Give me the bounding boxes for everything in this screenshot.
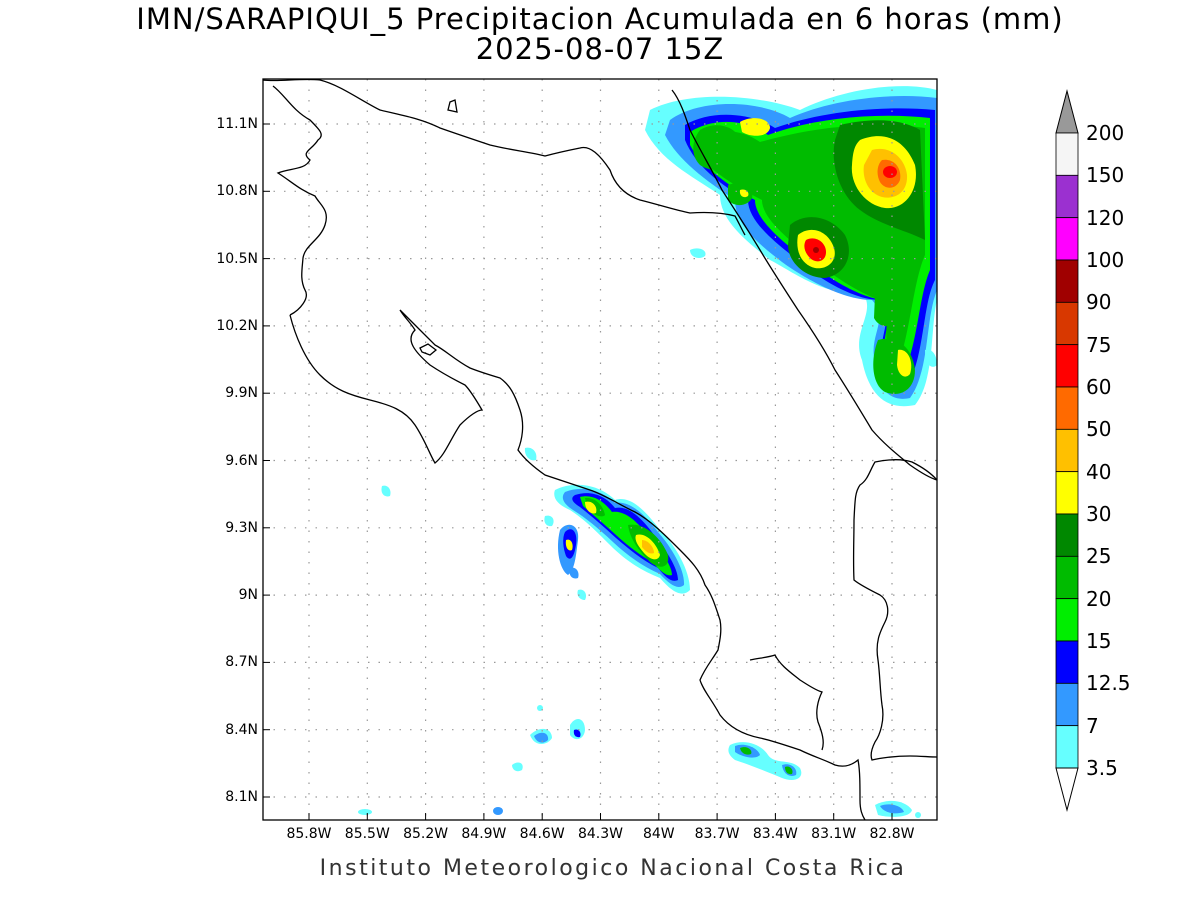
precipitation-field: [358, 86, 937, 818]
x-tick-label: 85.8W: [286, 826, 332, 842]
x-tick-label: 84W: [642, 826, 675, 842]
legend-label: 120: [1086, 205, 1125, 230]
x-tick-label: 84.9W: [461, 826, 507, 842]
footer-institution: Instituto Meteorologico Nacional Costa R…: [319, 856, 907, 881]
x-tick-label: 85.2W: [403, 826, 449, 842]
lake-nicaragua: [263, 79, 746, 236]
y-tick-marks: [263, 123, 270, 798]
coastlines: [263, 79, 937, 820]
legend-swatch: [1055, 174, 1079, 219]
island-small: [447, 99, 458, 113]
map-subtitle-date: 2025-08-07 15Z: [475, 32, 725, 66]
legend-label: 20: [1086, 586, 1112, 611]
y-tick-label: 10.5N: [216, 250, 258, 267]
x-tick-label: 84.6W: [519, 826, 565, 842]
map-grid: [263, 79, 937, 820]
legend-label: 40: [1086, 459, 1112, 484]
y-tick-label: 10.2N: [216, 317, 258, 334]
costa-rica-pacific-coast: [289, 309, 866, 820]
legend-swatch: [1055, 513, 1079, 557]
legend-label: 15: [1086, 629, 1112, 653]
map-title: IMN/SARAPIQUI_5 Precipitacion Acumulada …: [136, 2, 1064, 36]
legend-swatch: [1055, 344, 1079, 388]
legend-label: 100: [1086, 248, 1125, 272]
legend-swatch: [1055, 640, 1079, 684]
legend-swatch: [1055, 428, 1079, 473]
legend-label: 25: [1086, 544, 1112, 569]
y-tick-label: 8.4N: [225, 721, 258, 738]
color-legend: [1055, 89, 1079, 812]
y-tick-label: 9.3N: [225, 519, 258, 536]
nicaragua-border: [272, 85, 327, 316]
legend-swatch: [1055, 132, 1079, 176]
legend-swatch: [1055, 471, 1079, 515]
legend-label: 7: [1086, 713, 1099, 738]
y-tick-label: 8.1N: [225, 789, 258, 805]
legend-label: 60: [1086, 375, 1112, 399]
x-tick-label: 82.8W: [869, 826, 915, 842]
legend-label: 75: [1086, 332, 1112, 357]
y-tick-label: 8.7N: [225, 654, 258, 671]
legend-label: 150: [1086, 163, 1125, 188]
legend-label: 30: [1086, 502, 1112, 526]
x-tick-label: 83.1W: [811, 826, 857, 842]
legend-swatch: [1055, 555, 1079, 600]
legend-over-arrow: [1055, 89, 1079, 134]
legend-label: 3.5: [1086, 756, 1118, 780]
x-tick-label: 83.4W: [752, 826, 798, 842]
legend-swatch: [1055, 301, 1079, 346]
x-tick-label: 84.3W: [577, 826, 623, 842]
legend-swatch: [1055, 682, 1079, 727]
legend-label: 90: [1086, 290, 1112, 315]
y-tick-label: 9N: [238, 587, 258, 604]
legend-label: 12.5: [1086, 671, 1131, 696]
legend-under-arrow: [1055, 767, 1079, 812]
y-tick-label: 9.6N: [225, 452, 258, 469]
legend-label: 50: [1086, 417, 1112, 442]
legend-swatch: [1055, 259, 1079, 303]
y-tick-label: 11.1N: [216, 116, 258, 132]
caribbean-coast: [671, 89, 937, 481]
y-tick-label: 9.9N: [225, 385, 258, 402]
panama-border: [852, 459, 937, 761]
legend-label: 200: [1086, 121, 1125, 145]
legend-swatch: [1055, 386, 1079, 430]
x-tick-label: 85.5W: [344, 826, 390, 842]
legend-swatch: [1055, 217, 1079, 261]
legend-swatch: [1055, 725, 1079, 769]
y-tick-label: 10.8N: [216, 183, 258, 200]
legend-swatch: [1055, 598, 1079, 642]
gulf-island: [419, 343, 438, 356]
x-tick-label: 83.7W: [694, 826, 740, 842]
osa-peninsula: [749, 654, 824, 751]
x-tick-marks: [308, 813, 893, 820]
